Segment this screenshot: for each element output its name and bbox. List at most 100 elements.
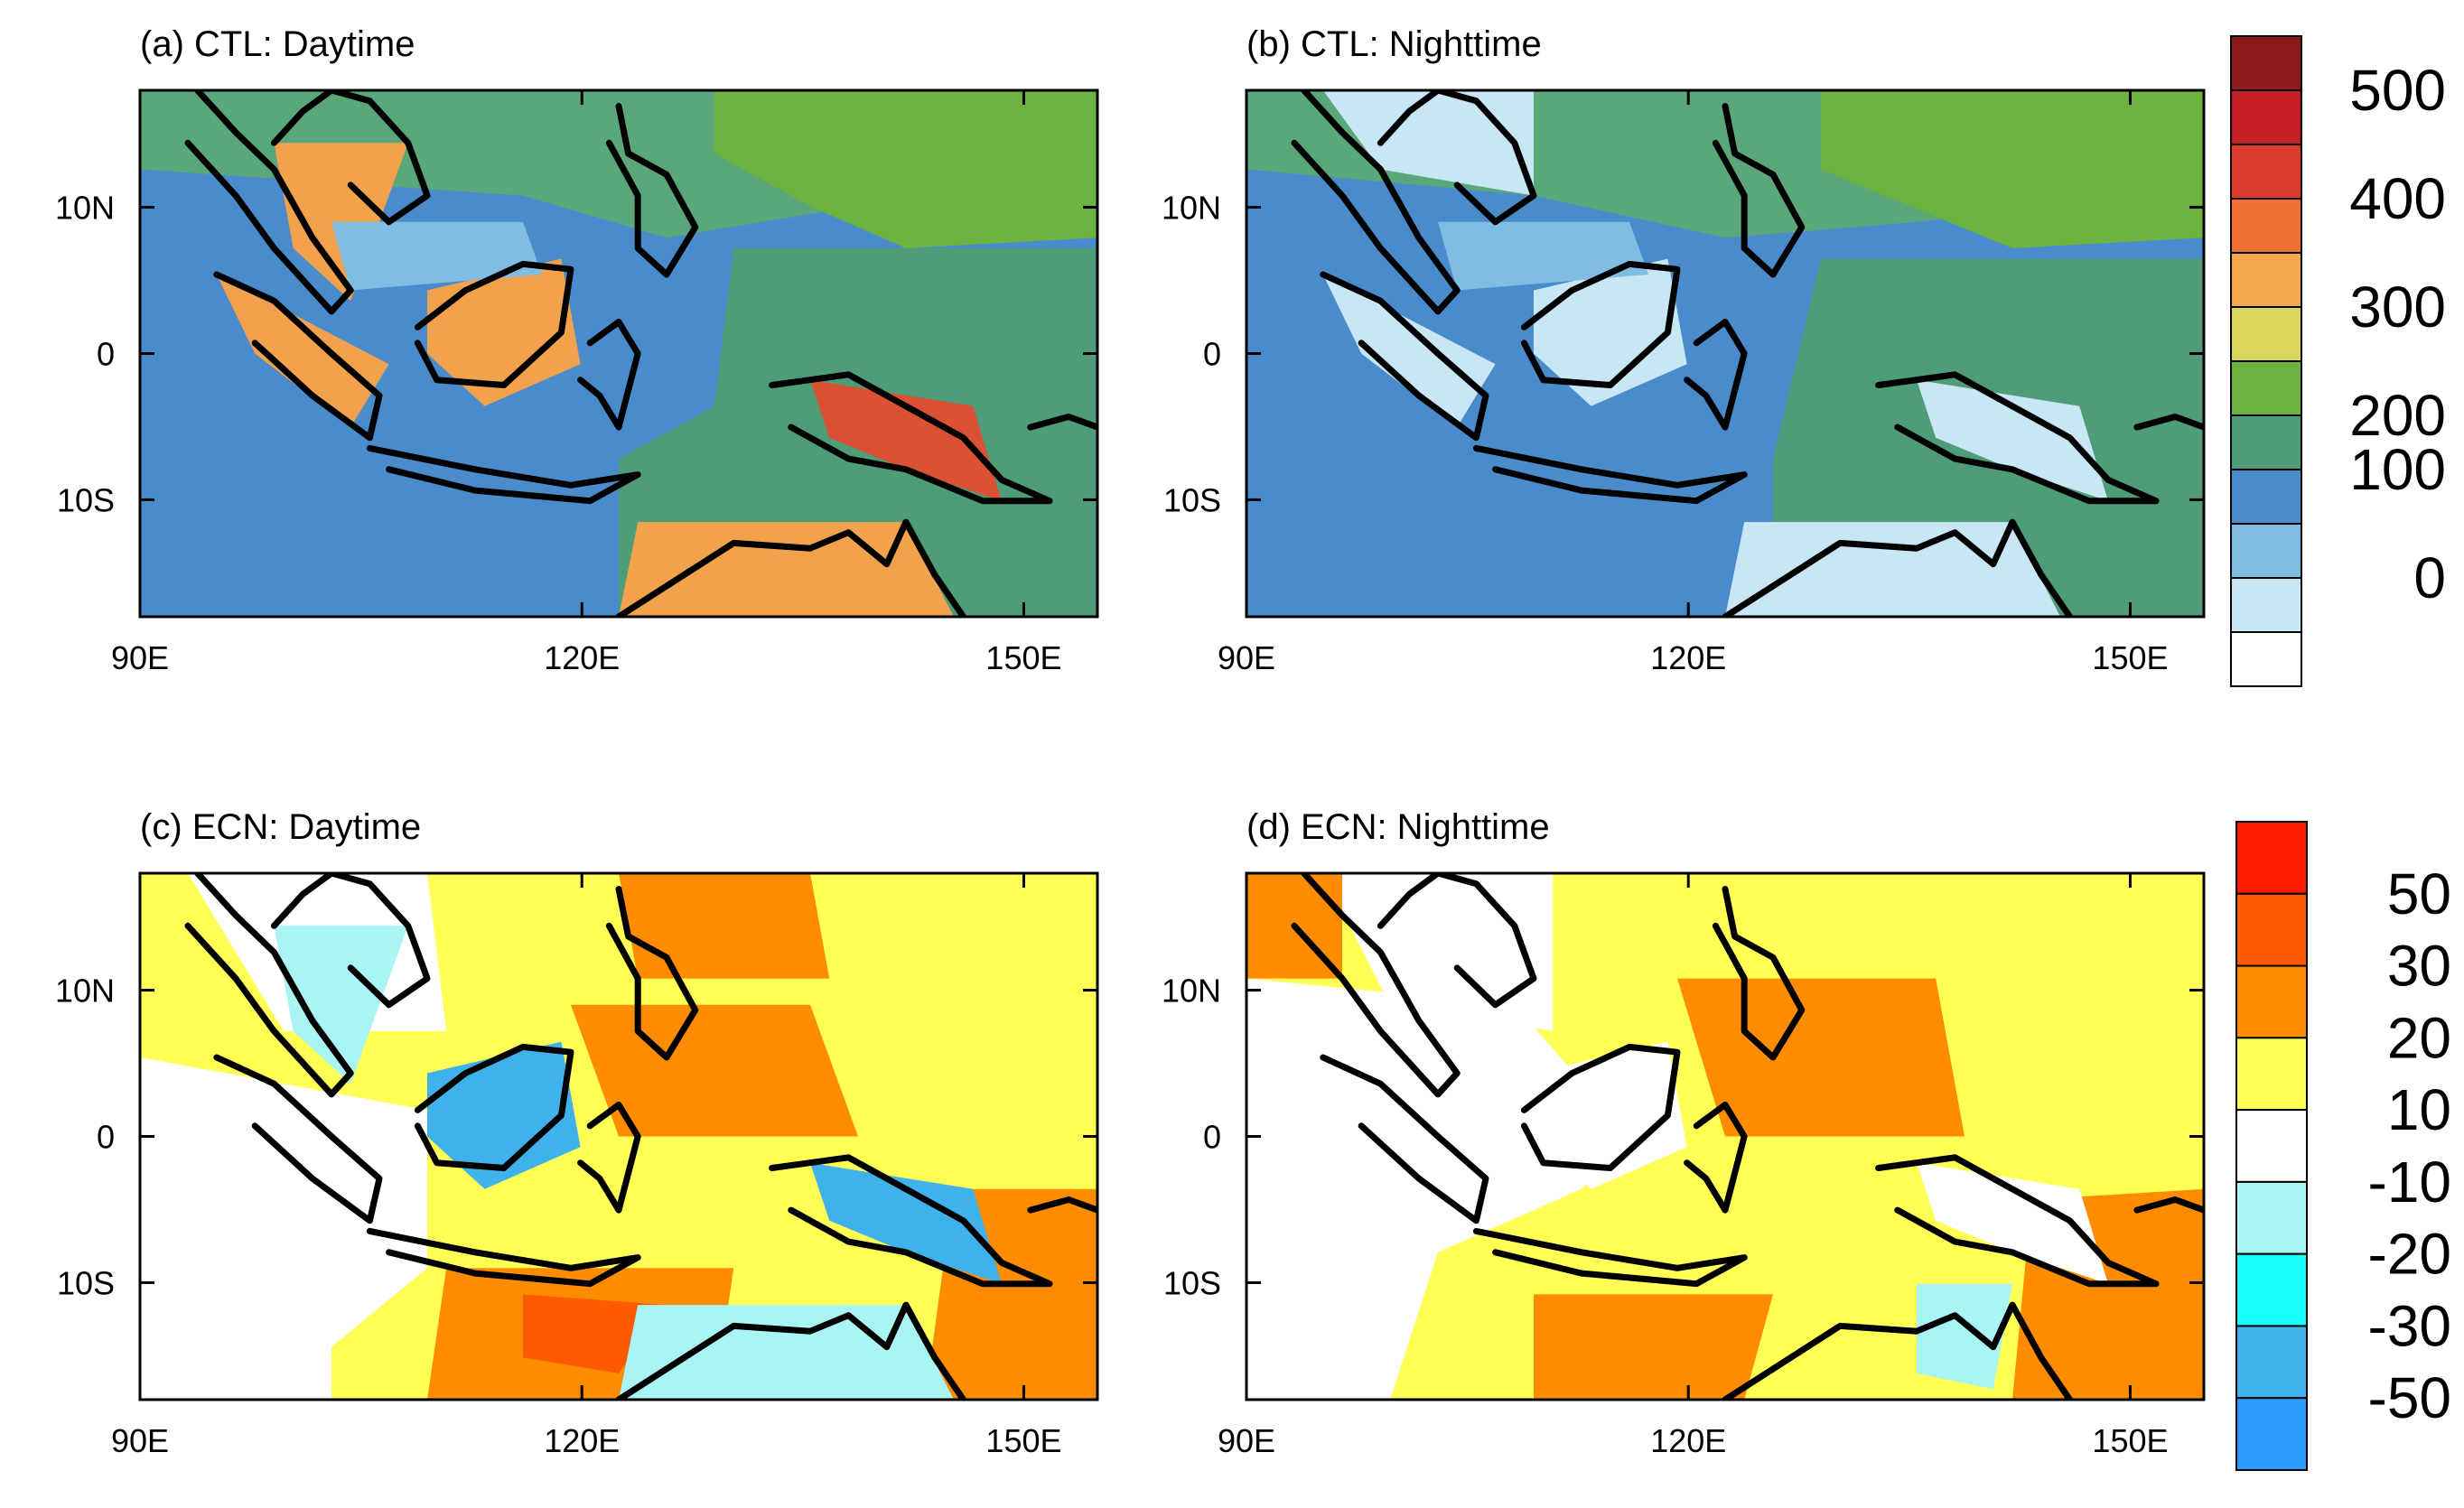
colorbar-box xyxy=(2230,631,2302,687)
field-region xyxy=(1534,258,1687,406)
x-tick-label: 120E xyxy=(544,1422,620,1459)
field-region xyxy=(571,1004,858,1137)
field-region xyxy=(1534,1041,1687,1189)
colorbar-box xyxy=(2230,523,2302,579)
coastline xyxy=(414,1043,574,1171)
coastline xyxy=(1320,271,1489,442)
field-region xyxy=(810,379,1002,501)
colorbar-box xyxy=(2230,144,2302,200)
x-tick-label: 90E xyxy=(1218,639,1275,676)
coastline xyxy=(769,371,1053,505)
colorbar-box xyxy=(2235,1252,2308,1327)
coastline xyxy=(1684,319,1748,431)
coastlines xyxy=(1291,873,2204,1400)
coastline xyxy=(270,873,431,1009)
x-tick-label: 150E xyxy=(985,639,1061,676)
precip-field xyxy=(140,873,1097,1400)
colorbar-label: 50 xyxy=(2387,861,2451,926)
coastline xyxy=(1684,1102,1748,1214)
field-region xyxy=(1322,873,1554,1031)
colorbar-box xyxy=(2235,1325,2308,1400)
panel-title: (c) ECN: Daytime xyxy=(140,807,421,847)
panel-title: (b) CTL: Nighttime xyxy=(1246,24,1542,64)
colorbar-box xyxy=(2235,892,2308,967)
axis-ticks: 90E 120E 150E 10N 0 10S xyxy=(1162,873,2204,1459)
panel-d-ecn-nighttime: (d) ECN: Nighttime 90E 120E 150E 10N 0 10S xyxy=(1162,807,2206,1459)
coastline xyxy=(414,260,574,388)
colorbar-box xyxy=(2230,360,2302,416)
colorbar-label: 20 xyxy=(2387,1005,2451,1070)
colorbar-box xyxy=(2235,964,2308,1039)
coastline xyxy=(1520,260,1681,388)
field-region xyxy=(714,90,1097,248)
field-region xyxy=(619,873,830,979)
y-tick-label: 10N xyxy=(1162,190,1221,227)
field-region xyxy=(274,143,408,302)
y-tick-label: 10N xyxy=(55,973,115,1010)
colorbar-box xyxy=(2230,306,2302,362)
coastline xyxy=(1472,444,1748,505)
coastline xyxy=(366,444,641,505)
coastline xyxy=(1875,371,2160,505)
field-region xyxy=(1821,90,2204,248)
coastline xyxy=(577,1102,641,1214)
coastline xyxy=(1027,414,1097,431)
colorbar-box xyxy=(2235,1397,2308,1471)
panel-b-ctl-nighttime: (b) CTL: Nighttime 90E 120E 150E 10N 0 10S xyxy=(1162,24,2206,676)
coastlines xyxy=(184,873,1097,1400)
coastline xyxy=(270,90,431,226)
axis-ticks: 90E 120E 150E 10N 0 10S xyxy=(1162,90,2204,676)
colorbar-box xyxy=(2230,89,2302,145)
coastline xyxy=(1027,1196,1097,1214)
coastline xyxy=(1291,873,1461,1098)
x-tick-label: 150E xyxy=(2092,1422,2168,1459)
field-region xyxy=(810,1162,1002,1284)
field-region xyxy=(331,221,543,291)
colorbar-label: 10 xyxy=(2387,1077,2451,1142)
colorbar-box xyxy=(2230,35,2302,91)
field-region xyxy=(1917,1283,2012,1390)
axis-ticks: 90E 120E 150E 10N 0 10S xyxy=(55,873,1097,1459)
field-region xyxy=(1677,978,1965,1137)
colorbar-box xyxy=(2230,252,2302,308)
panel-a-ctl-daytime: (a) CTL: Daytime 90E 120E 150E 10N 0 10S xyxy=(55,24,1099,676)
field-region xyxy=(274,926,408,1084)
coastline xyxy=(184,90,354,315)
coastline xyxy=(1875,1154,2160,1288)
coastline xyxy=(577,319,641,431)
coastline xyxy=(1722,1301,2074,1400)
field-region xyxy=(427,1041,581,1189)
y-tick-label: 10N xyxy=(1162,973,1221,1010)
field-region xyxy=(1322,90,1534,196)
x-tick-label: 150E xyxy=(985,1422,1061,1459)
colorbar-box xyxy=(2230,414,2302,470)
x-tick-label: 120E xyxy=(544,639,620,676)
colorbar-label: 30 xyxy=(2387,934,2451,999)
precip-field xyxy=(140,90,1097,617)
field-region xyxy=(1725,522,2060,617)
coastline xyxy=(1520,1043,1681,1171)
colorbar-box xyxy=(2235,1180,2308,1255)
y-tick-label: 10S xyxy=(57,1264,115,1301)
coastline xyxy=(2133,1196,2204,1214)
field-region xyxy=(427,258,581,406)
coastline xyxy=(184,873,354,1098)
panel-c-ecn-daytime: (c) ECN: Daytime 90E 120E 150E 10N 0 10S xyxy=(55,807,1099,1459)
coastline xyxy=(213,1054,383,1224)
x-tick-label: 150E xyxy=(2092,639,2168,676)
colorbar-box xyxy=(2230,469,2302,525)
x-tick-label: 90E xyxy=(111,639,169,676)
x-tick-label: 90E xyxy=(1218,1422,1275,1459)
field-region xyxy=(619,522,954,617)
colorbar-label: 400 xyxy=(2349,166,2446,231)
y-tick-label: 10S xyxy=(57,481,115,518)
coastline xyxy=(366,1227,641,1288)
x-tick-label: 120E xyxy=(1650,639,1726,676)
coastline xyxy=(1712,886,1806,1061)
colorbar-box xyxy=(2235,1037,2308,1112)
colorbar-label: 200 xyxy=(2349,383,2446,448)
colorbar-label: 0 xyxy=(2413,545,2446,610)
precip-field xyxy=(1246,873,2204,1400)
